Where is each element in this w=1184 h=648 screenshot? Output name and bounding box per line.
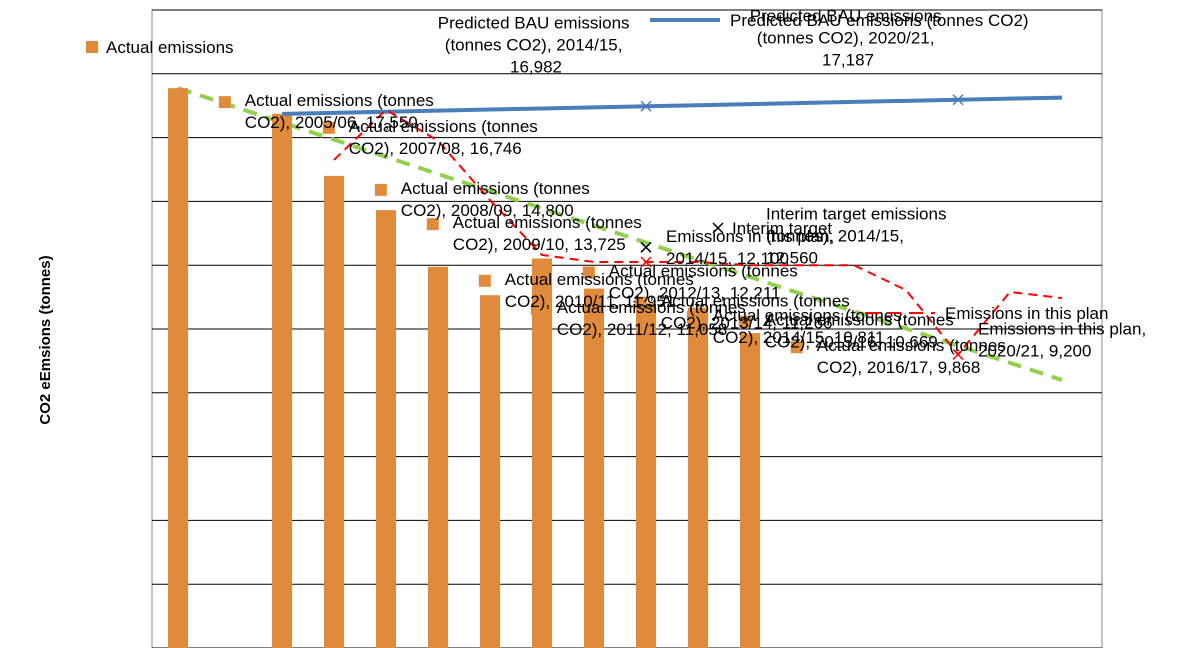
data-label: Actual emissions (tonnes CO2), 2008/09, … [401, 179, 595, 220]
data-label: Emissions in this plan, 2014/15, 12,100 [666, 227, 839, 268]
labels: Actual emissions (tonnes CO2), 2005/06, … [86, 7, 1151, 377]
series-line [333, 108, 1063, 357]
label-key [738, 315, 751, 328]
data-label: Actual emissions (tonnes CO2), 2014/15, … [713, 306, 907, 347]
trendline [177, 86, 1063, 382]
legend-key [86, 41, 98, 53]
legend-label: Predicted BAU emissions (tonnes CO2) [730, 11, 1029, 30]
bar [740, 333, 760, 648]
bar [584, 288, 604, 648]
data-label: Predicted BAU emissions (tonnes CO2), 20… [750, 7, 947, 70]
label-key [530, 303, 543, 316]
legend-label: Actual emissions [106, 38, 234, 57]
point-marker [952, 94, 964, 106]
marks [168, 86, 1063, 648]
data-label: Actual emissions (tonnes CO2), 2005/06, … [245, 91, 439, 132]
label-key [478, 274, 491, 287]
point-marker [640, 100, 652, 112]
data-label: Actual emissions (tonnes CO2), 2007/08, … [349, 117, 543, 158]
label-key [790, 341, 803, 354]
data-label: Actual emissions (tonnes CO2), 2009/10, … [453, 213, 647, 254]
legend-label: Emissions in this plan [945, 304, 1108, 323]
data-label: Actual emissions (tonnes CO2), 2015/16, … [765, 311, 959, 352]
bar [324, 175, 344, 648]
data-label: Emissions in this plan, 2020/21, 9,200 [978, 320, 1151, 361]
label-key [634, 296, 647, 309]
point-marker [640, 256, 652, 268]
y-axis-label: CO2 eEmsions (tonnes) [37, 255, 54, 424]
grid [152, 9, 1102, 648]
legend-key [712, 222, 724, 234]
marker [640, 241, 652, 253]
bar [168, 88, 188, 648]
bar [532, 258, 552, 648]
label-key [686, 311, 699, 324]
bar [376, 210, 396, 648]
data-label: Predicted BAU emissions (tonnes CO2), 20… [438, 13, 635, 76]
data-label: Actual emissions (tonnes CO2), 2016/17, … [817, 336, 1011, 377]
bar [480, 295, 500, 648]
bar [688, 307, 708, 648]
data-label: Actual emissions (tonnes CO2), 2012/13, … [609, 261, 803, 302]
legend-label: Interim target [732, 219, 832, 238]
label-key [426, 218, 439, 231]
bar [636, 303, 656, 648]
series-line [281, 95, 1063, 116]
label-key [322, 121, 335, 134]
label-key [374, 183, 387, 196]
data-label: Interim target emissions (tonnes), 2014/… [766, 204, 951, 267]
bar [428, 266, 448, 648]
data-label: Actual emissions (tonnes CO2), 2011/12, … [557, 298, 751, 339]
point-marker [952, 348, 964, 361]
label-key [218, 96, 231, 109]
data-label: Actual emissions (tonnes CO2), 2013/14, … [661, 292, 855, 333]
data-label: Actual emissions (tonnes CO2), 2010/11, … [505, 270, 699, 311]
label-key [582, 266, 595, 279]
bar [272, 113, 292, 648]
